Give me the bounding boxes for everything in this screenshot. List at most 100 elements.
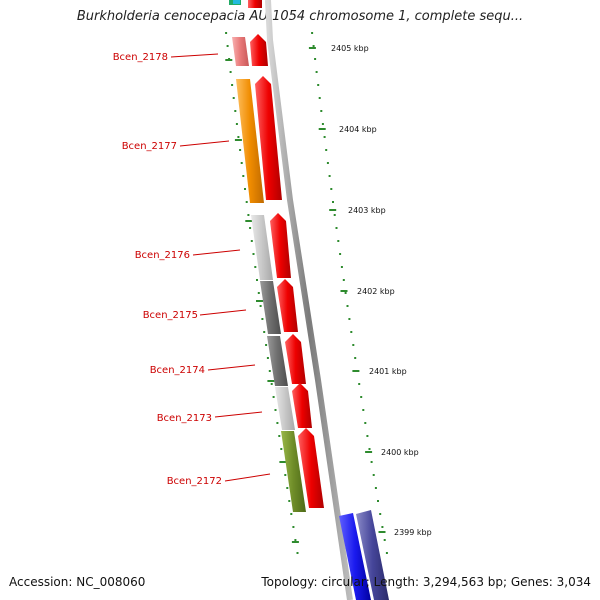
scale-dot <box>315 71 318 73</box>
gene-bar-bcen-2175 <box>260 281 281 334</box>
scale-dot <box>229 71 232 73</box>
scale-dot <box>270 383 273 385</box>
scale-dot <box>286 487 289 489</box>
partial-cyan-feature <box>233 0 240 4</box>
gene-label-bcen-2175[interactable]: Bcen_2175 <box>143 310 198 321</box>
gene-bar-bcen-2177 <box>236 79 264 203</box>
scale-dot <box>370 461 373 463</box>
scale-dot <box>252 253 255 255</box>
scale-dot <box>290 513 293 515</box>
scale-major-tick <box>245 220 253 222</box>
scale-dot <box>245 201 248 203</box>
gene-arrow-bcen-2178 <box>250 34 268 66</box>
scale-dot <box>239 149 242 151</box>
scale-dot <box>272 396 275 398</box>
scale-dot <box>344 292 347 294</box>
gene-label-bcen-2176[interactable]: Bcen_2176 <box>135 250 190 261</box>
scale-dot <box>358 383 361 385</box>
scale-dot <box>326 162 329 164</box>
gene-label-bcen-2174[interactable]: Bcen_2174 <box>150 365 205 376</box>
scale-major-tick <box>340 290 348 292</box>
scale-dot <box>325 149 328 151</box>
scale-dot <box>284 474 287 476</box>
scale-dot <box>247 214 250 216</box>
gene-bar-bcen-2176 <box>251 215 273 280</box>
scale-dot <box>240 162 243 164</box>
scale-dot <box>294 539 297 541</box>
scale-dot <box>374 487 377 489</box>
scale-dot <box>323 136 326 138</box>
gene-labels: Bcen_2178 Bcen_2177 Bcen_2176 Bcen_2175 … <box>113 52 271 487</box>
scale-dot <box>232 97 235 99</box>
gene-arrow-bcen-2175 <box>277 279 298 332</box>
scale-major-tick <box>352 370 360 372</box>
callout-line-bcen-2177 <box>179 140 230 147</box>
scale-major-tick <box>308 47 316 49</box>
scale-dot <box>244 188 246 190</box>
scale-dot <box>242 175 245 177</box>
scale-dot <box>311 32 314 34</box>
scale-dot <box>366 435 369 437</box>
scale-major-tick <box>267 380 275 382</box>
scale-dot <box>348 318 351 320</box>
gene-label-bcen-2172[interactable]: Bcen_2172 <box>167 476 222 487</box>
scale-dot <box>256 279 258 281</box>
scale-dot <box>257 292 260 294</box>
top-partial-features <box>229 0 262 8</box>
scale-labels: 2405 kbp 2404 kbp 2403 kbp 2402 kbp 2401… <box>331 44 432 537</box>
scale-dot <box>278 435 281 437</box>
gene-label-bcen-2178[interactable]: Bcen_2178 <box>113 52 168 63</box>
scale-dot <box>362 409 365 411</box>
gene-direction-arrows <box>250 34 324 508</box>
callout-line-bcen-2174 <box>207 364 256 371</box>
scale-major-tick <box>365 451 373 453</box>
scale-dot <box>337 240 340 242</box>
scale-dot <box>254 266 257 268</box>
gene-bar-bcen-2178 <box>232 37 249 66</box>
gene-bar-navy <box>356 510 389 600</box>
scale-label-2399: 2399 kbp <box>394 528 432 537</box>
scale-label-2404: 2404 kbp <box>339 125 377 134</box>
scale-dot <box>340 266 343 268</box>
genome-summary-text: Topology: circular; Length: 3,294,563 bp… <box>261 575 591 589</box>
gene-color-bars <box>232 37 389 600</box>
scale-label-2405: 2405 kbp <box>331 44 369 53</box>
scale-dot <box>266 357 269 359</box>
scale-dot <box>318 97 321 99</box>
gene-label-bcen-2173[interactable]: Bcen_2173 <box>157 413 212 424</box>
scale-dot <box>250 240 253 242</box>
scale-major-tick <box>279 461 287 463</box>
scale-dot <box>364 422 367 424</box>
gene-label-bcen-2177[interactable]: Bcen_2177 <box>122 141 177 152</box>
scale-dot <box>320 110 323 112</box>
scale-dot <box>280 448 283 450</box>
scale-dot <box>377 500 379 502</box>
scale-dot <box>372 474 375 476</box>
scale-dot <box>231 84 234 86</box>
scale-dot <box>352 344 355 346</box>
gene-bar-bcen-2172 <box>281 431 306 512</box>
scale-dot <box>360 396 363 398</box>
map-title: Burkholderia cenocepacia AU 1054 chromos… <box>76 9 524 24</box>
scale-major-tick <box>329 209 337 211</box>
scale-dot <box>268 370 271 372</box>
scale-dot <box>335 227 338 229</box>
scale-dot <box>276 422 279 424</box>
callout-line-bcen-2176 <box>192 249 241 256</box>
scale-major-tick <box>234 139 242 141</box>
callout-line-bcen-2175 <box>199 309 247 316</box>
gene-bar-bcen-2174 <box>267 336 288 386</box>
scale-label-2403: 2403 kbp <box>348 206 386 215</box>
gene-bar-bcen-2173 <box>275 387 295 430</box>
scale-dot <box>321 123 324 125</box>
partial-red-feature <box>248 0 262 8</box>
callout-line-bcen-2178 <box>170 53 219 58</box>
callout-line-bcen-2173 <box>214 411 263 418</box>
scale-major-tick <box>291 541 299 543</box>
scale-label-2401: 2401 kbp <box>369 367 407 376</box>
scale-dot <box>249 227 252 229</box>
scale-dot <box>265 344 268 346</box>
scale-dot <box>346 305 349 307</box>
scale-dot <box>314 58 317 60</box>
